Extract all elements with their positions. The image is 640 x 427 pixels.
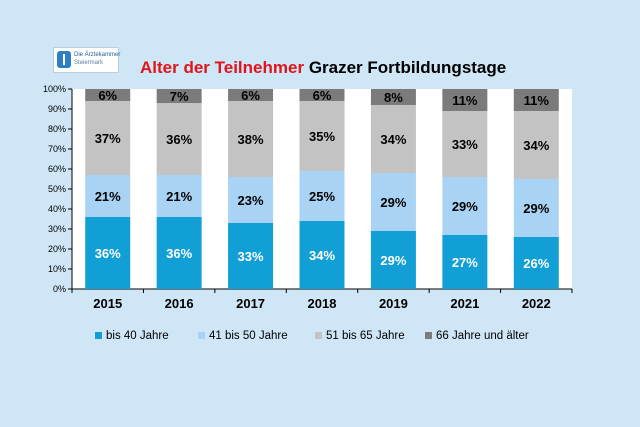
bar-segment (370, 89, 416, 105)
bar-segment (513, 89, 559, 111)
x-tick-label: 2018 (308, 296, 337, 311)
data-label: 34% (523, 138, 549, 153)
bar-segment (442, 89, 488, 111)
legend-swatch (425, 332, 432, 339)
data-label: 6% (313, 88, 332, 103)
x-tick-label: 2019 (379, 296, 408, 311)
bar-segment (228, 89, 274, 101)
data-label: 11% (452, 93, 478, 108)
legend-swatch (198, 332, 205, 339)
bar-segment (85, 217, 131, 289)
data-label: 21% (95, 189, 121, 204)
bar-segment (513, 237, 559, 289)
data-label: 38% (238, 132, 264, 147)
bar-segment (513, 179, 559, 237)
bar-segment (370, 105, 416, 173)
bar-segment (228, 177, 274, 223)
data-label: 34% (309, 248, 335, 263)
bar-series-group (85, 89, 559, 289)
x-tick-label: 2015 (93, 296, 122, 311)
data-label: 35% (309, 129, 335, 144)
data-label: 29% (523, 201, 549, 216)
x-axis: 2015 2016 2017 2018 2019 2021 2022 (71, 288, 573, 311)
data-labels-group: 36% 21% 37% 6% 36% 21% 36% 7% 33% 23% 38% 6% 34% 25% 3… (95, 88, 550, 271)
data-label: 23% (238, 193, 264, 208)
data-label: 27% (452, 255, 478, 270)
data-label: 6% (241, 88, 260, 103)
legend-label: 51 bis 65 Jahre (326, 330, 405, 342)
bar-segment (370, 173, 416, 231)
y-axis: 0% 10% 20% 30% 40% 50% 60% 70% 80% 90% 100% (43, 84, 73, 294)
bar-segment (156, 103, 202, 175)
chart-title: Alter der Teilnehmer Grazer Fortbildungs… (140, 58, 506, 78)
y-tick-label: 90% (48, 104, 66, 114)
y-tick-label: 50% (48, 184, 66, 194)
chart-title-part-1: Alter der Teilnehmer (140, 58, 305, 77)
data-label: 37% (95, 131, 121, 146)
x-tick-label: 2016 (165, 296, 194, 311)
legend-label: 66 Jahre und älter (436, 330, 529, 342)
y-tick-label: 0% (53, 284, 66, 294)
data-label: 6% (98, 88, 117, 103)
y-tick-label: 70% (48, 144, 66, 154)
data-label: 29% (380, 195, 406, 210)
chart-title-part-2: Grazer Fortbildungstage (308, 58, 507, 77)
legend-swatch (315, 332, 322, 339)
data-label: 33% (452, 137, 478, 152)
bar-segment (299, 89, 345, 101)
data-label: 21% (166, 189, 192, 204)
data-label: 7% (170, 89, 189, 104)
y-tick-label: 30% (48, 224, 66, 234)
x-tick-label: 2017 (236, 296, 265, 311)
bar-segment (442, 177, 488, 235)
bar-segment (442, 111, 488, 177)
bar-segment (513, 111, 559, 179)
bar-segment (442, 235, 488, 289)
y-tick-label: 40% (48, 204, 66, 214)
data-label: 29% (380, 253, 406, 268)
bar-segment (299, 221, 345, 289)
data-label: 33% (238, 249, 264, 264)
y-tick-label: 80% (48, 124, 66, 134)
logo-line-1: Die Ärztekammer (74, 52, 121, 58)
data-label: 36% (95, 246, 121, 261)
x-tick-label: 2021 (450, 296, 479, 311)
bar-segment (299, 171, 345, 221)
data-label: 36% (166, 132, 192, 147)
bar-segment (299, 101, 345, 171)
logo-line-2: Steiermark (74, 60, 104, 66)
bar-segment (85, 175, 131, 217)
data-label: 8% (384, 90, 403, 105)
x-tick-label: 2022 (522, 296, 551, 311)
data-label: 34% (380, 132, 406, 147)
legend: bis 40 Jahre 41 bis 50 Jahre 51 bis 65 Jah… (95, 330, 529, 342)
bar-segment (228, 223, 274, 289)
data-label: 36% (166, 246, 192, 261)
legend-swatch (95, 332, 102, 339)
bar-segment (85, 89, 131, 101)
bar-segment (370, 231, 416, 289)
legend-label: bis 40 Jahre (106, 330, 169, 342)
aesculap-icon (57, 51, 71, 68)
bar-segment (156, 89, 202, 103)
y-tick-label: 20% (48, 244, 66, 254)
bar-segment (156, 217, 202, 289)
y-tick-label: 100% (43, 84, 66, 94)
data-label: 26% (523, 256, 549, 271)
data-label: 11% (524, 93, 550, 108)
bar-segment (156, 175, 202, 217)
y-tick-label: 10% (48, 264, 66, 274)
bar-segment (85, 101, 131, 175)
bar-segment (228, 101, 274, 177)
y-tick-label: 60% (48, 164, 66, 174)
legend-label: 41 bis 50 Jahre (209, 330, 288, 342)
data-label: 29% (452, 199, 478, 214)
aerztekammer-logo: Die Ärztekammer Steiermark (53, 47, 121, 73)
data-label: 25% (309, 189, 335, 204)
